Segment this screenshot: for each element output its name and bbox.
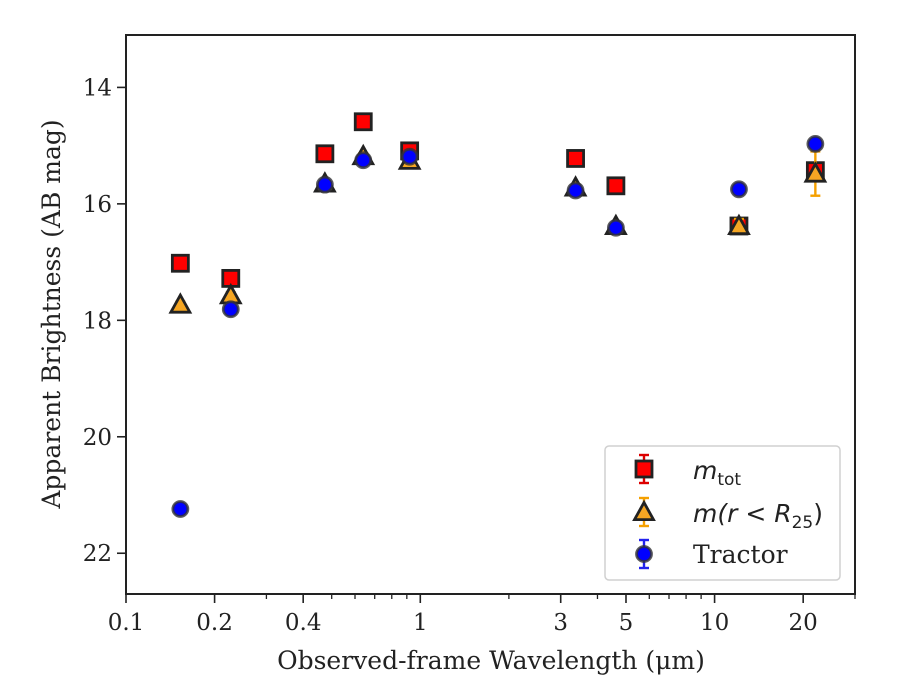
legend-marker [634, 459, 654, 479]
legend-marker [635, 545, 653, 563]
legend-marker [632, 499, 656, 521]
data-point [606, 218, 625, 237]
x-tick-label: 20 [789, 610, 818, 636]
x-tick-label: 0.4 [285, 610, 322, 636]
data-point [315, 144, 335, 164]
y-tick-label: 14 [83, 75, 112, 101]
data-point [168, 292, 193, 314]
plot-frame [125, 34, 856, 595]
x-tick-label: 1 [413, 610, 428, 636]
data-point [353, 112, 373, 132]
data-point [354, 151, 373, 170]
legend: mtot m(r < R25) Tractor [604, 445, 841, 581]
legend-frame [604, 445, 841, 581]
x-axis-title: Observed-frame Wavelength (μm) [277, 646, 705, 675]
legend-label-m-tot: mtot [693, 456, 741, 490]
x-axis: 0.1 0.2 0.4 1 3 5 10 20 [108, 594, 856, 636]
data-point [806, 134, 825, 153]
data-point [171, 500, 190, 518]
y-tick-label: 18 [83, 308, 112, 334]
data-point [400, 147, 419, 166]
y-tick-label: 20 [83, 425, 112, 451]
data-point [803, 161, 828, 183]
x-tick-label: 5 [619, 610, 634, 636]
legend-label-m-r-lt-r25: m(r < R25) [693, 499, 823, 533]
y-tick-label: 16 [83, 192, 112, 218]
data-point [315, 175, 334, 194]
x-tick-label: 0.2 [196, 610, 233, 636]
data-point [170, 253, 190, 273]
y-axis: 14 16 18 20 22 [83, 75, 126, 567]
x-tick-label: 0.1 [108, 610, 145, 636]
data-point [606, 176, 626, 196]
y-axis-title: Apparent Brightness (AB mag) [37, 119, 66, 509]
data-point [221, 300, 240, 319]
data-point [727, 213, 751, 235]
data-point [566, 181, 585, 200]
y-tick-label: 22 [83, 541, 112, 567]
x-tick-label: 10 [700, 610, 729, 636]
data-point [730, 180, 748, 199]
data-point [566, 149, 585, 168]
x-tick-label: 3 [553, 610, 568, 636]
legend-label-tractor: Tractor [693, 540, 788, 569]
data-points [168, 112, 828, 518]
series-tractor [171, 134, 825, 518]
